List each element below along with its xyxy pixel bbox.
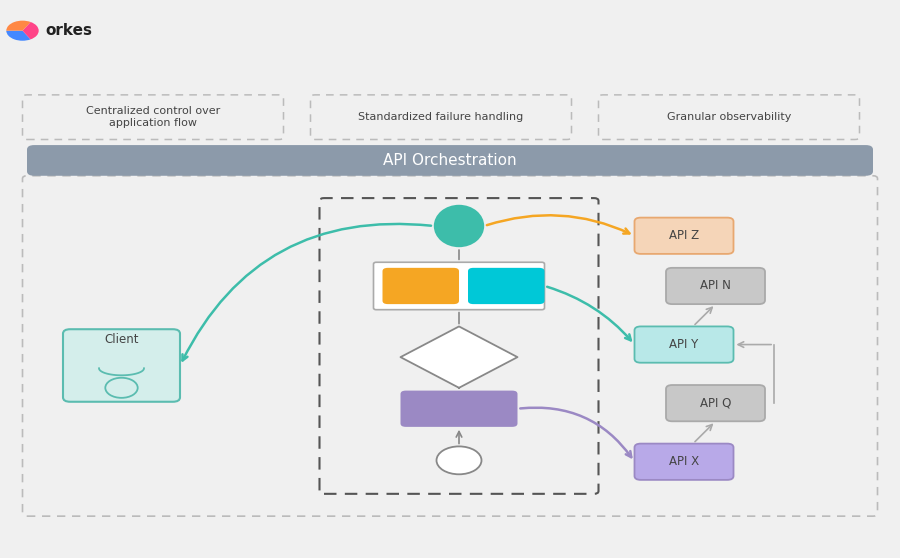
Wedge shape [6, 21, 31, 31]
Text: Standardized failure handling: Standardized failure handling [358, 112, 524, 122]
Text: API N: API N [700, 280, 731, 292]
FancyBboxPatch shape [468, 268, 544, 304]
FancyBboxPatch shape [374, 262, 544, 310]
FancyBboxPatch shape [666, 268, 765, 304]
Ellipse shape [434, 205, 484, 247]
FancyBboxPatch shape [666, 385, 765, 421]
FancyBboxPatch shape [63, 329, 180, 402]
FancyBboxPatch shape [634, 218, 734, 254]
Text: API X: API X [669, 455, 699, 468]
Text: Granular observability: Granular observability [667, 112, 791, 122]
Text: API Y: API Y [670, 338, 698, 351]
FancyBboxPatch shape [382, 268, 459, 304]
FancyBboxPatch shape [27, 145, 873, 176]
Text: Client: Client [104, 333, 139, 346]
Text: API Orchestration: API Orchestration [383, 153, 517, 168]
FancyBboxPatch shape [634, 326, 734, 363]
Wedge shape [22, 22, 39, 40]
FancyBboxPatch shape [400, 391, 518, 427]
Text: API Q: API Q [700, 397, 731, 410]
Wedge shape [6, 31, 31, 41]
Text: API Z: API Z [669, 229, 699, 242]
Text: Centralized control over
application flow: Centralized control over application flo… [86, 107, 220, 128]
Circle shape [436, 446, 482, 474]
FancyBboxPatch shape [634, 444, 734, 480]
Text: orkes: orkes [45, 23, 92, 38]
Polygon shape [400, 326, 518, 388]
